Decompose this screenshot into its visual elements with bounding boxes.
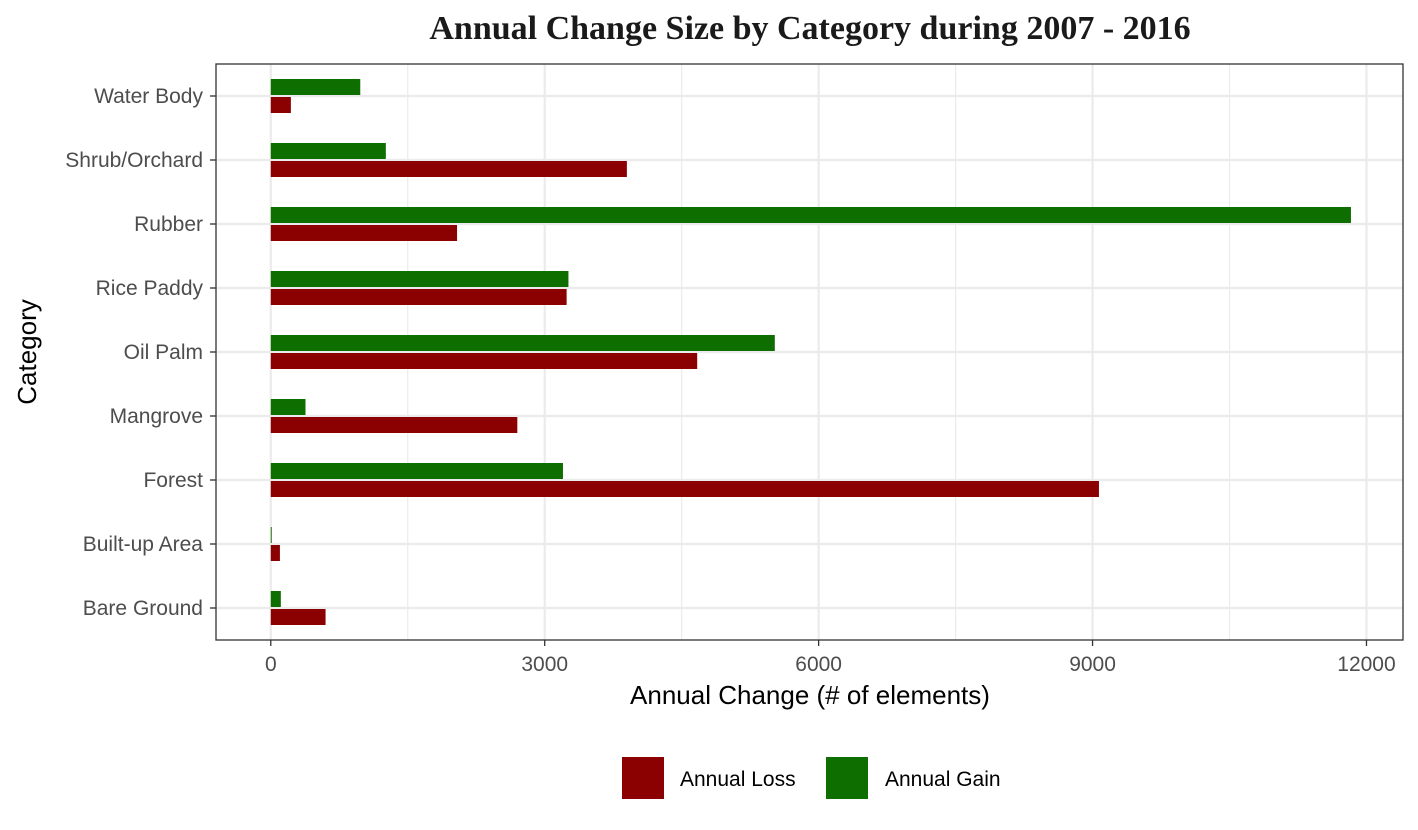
y-tick-label: Oil Palm	[124, 341, 203, 364]
y-tick-label: Water Body	[94, 85, 203, 108]
bar-annual-loss	[270, 97, 291, 113]
bar-annual-loss	[270, 353, 698, 369]
bar-annual-loss	[270, 481, 1099, 497]
bar-annual-loss	[270, 417, 518, 433]
y-tick-label: Rubber	[134, 213, 203, 236]
bar-annual-loss	[270, 545, 280, 561]
x-tick-label: 6000	[795, 653, 842, 676]
x-tick-label: 3000	[521, 653, 568, 676]
bar-annual-gain	[270, 271, 569, 287]
x-tick-label: 0	[265, 653, 277, 676]
y-tick-label: Rice Paddy	[96, 277, 204, 300]
bar-annual-gain	[270, 527, 272, 543]
legend-label: Annual Gain	[885, 768, 1001, 791]
y-axis-title: Category	[12, 299, 42, 405]
bar-annual-loss	[270, 225, 458, 241]
y-tick-label: Forest	[143, 469, 203, 492]
x-tick-label: 9000	[1069, 653, 1116, 676]
y-tick-label: Bare Ground	[83, 597, 203, 620]
bar-annual-loss	[270, 161, 627, 177]
bar-annual-gain	[270, 591, 281, 607]
bar-annual-loss	[270, 289, 567, 305]
bar-annual-loss	[270, 609, 326, 625]
legend-key	[826, 757, 868, 799]
bar-annual-gain	[270, 79, 361, 95]
plot-bars	[270, 79, 1351, 625]
legend: Annual Loss Annual Gain	[622, 757, 1001, 799]
plot-grid	[216, 64, 1403, 640]
x-axis: 0 3000 6000 9000 12000	[265, 640, 1396, 676]
legend-label: Annual Loss	[680, 768, 796, 791]
x-axis-title: Annual Change (# of elements)	[630, 680, 990, 710]
y-tick-label: Built-up Area	[83, 533, 204, 556]
y-axis: Bare Ground Built-up Area Forest Mangrove Oi…	[65, 85, 216, 620]
y-tick-label: Shrub/Orchard	[65, 149, 203, 172]
bar-annual-gain	[270, 335, 775, 351]
bar-annual-gain	[270, 143, 386, 159]
legend-key	[622, 757, 664, 799]
chart-title: Annual Change Size by Category during 20…	[429, 10, 1190, 47]
y-tick-label: Mangrove	[110, 405, 203, 428]
bar-annual-gain	[270, 207, 1351, 223]
bar-annual-gain	[270, 463, 563, 479]
bar-annual-gain	[270, 399, 306, 415]
x-tick-label: 12000	[1337, 653, 1395, 676]
